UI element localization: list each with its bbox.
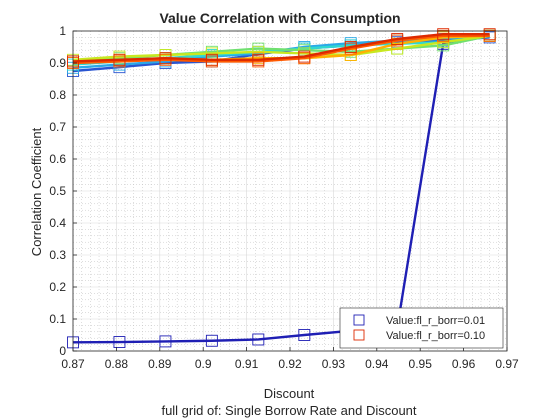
x-axis-ticks: 0.87 0.88 0.89 0.9 0.91 0.92 0.93 0.94 0.95 0.96 0…: [61, 347, 519, 371]
series-layer: [67, 28, 496, 349]
y-tick-label: 0.6: [49, 152, 66, 166]
y-tick-label: 0.7: [49, 120, 66, 134]
data-point-marker: [252, 333, 265, 346]
y-axis-label: Correlation Coefficient: [29, 127, 44, 256]
x-tick-label: 0.88: [105, 357, 129, 371]
y-tick-label: 0.8: [49, 88, 66, 102]
legend-label: Value:fl_r_borr=0.01: [386, 315, 485, 327]
data-point-marker: [205, 53, 218, 66]
data-point-marker: [298, 329, 311, 341]
y-tick-label: 0: [59, 344, 66, 358]
x-tick-label: 0.94: [365, 357, 389, 371]
chart-title: Value Correlation with Consumption: [159, 10, 400, 26]
legend-box: [339, 307, 504, 349]
legend-entry: Value:fl_r_borr=0.10: [353, 329, 485, 342]
chart-caption: full grid of: Single Borrow Rate and Dis…: [161, 403, 416, 418]
x-tick-label: 0.93: [322, 357, 346, 371]
series-line: [72, 34, 490, 65]
x-axis-label: Discount: [264, 386, 315, 401]
data-point-marker: [113, 53, 126, 66]
data-point-marker: [483, 28, 496, 41]
legend-marker: [353, 314, 365, 326]
y-tick-label: 0.4: [49, 216, 66, 230]
data-point-marker: [113, 336, 126, 348]
y-tick-label: 0.1: [49, 312, 66, 326]
x-tick-label: 0.95: [409, 357, 433, 371]
legend-marker: [353, 329, 365, 341]
data-point-marker: [298, 50, 311, 63]
x-tick-label: 0.9: [195, 357, 212, 371]
legend-label: Value:fl_r_borr=0.10: [386, 330, 485, 342]
x-tick-label: 0.91: [235, 357, 259, 371]
series-line: [72, 33, 490, 63]
data-point-marker: [252, 53, 265, 66]
x-tick-label: 0.87: [61, 357, 85, 371]
legend-entry: Value:fl_r_borr=0.01: [353, 314, 485, 327]
y-axis-ticks: 0 0.1 0.2 0.3 0.4 0.5 0.6 0.7 0.8 0.9 1: [49, 24, 77, 358]
data-point-marker: [159, 52, 172, 65]
x-tick-label: 0.92: [278, 357, 302, 371]
y-tick-label: 0.5: [49, 184, 66, 198]
data-point-marker: [391, 33, 404, 45]
data-point-marker: [159, 335, 172, 348]
data-point-marker: [205, 334, 218, 347]
data-point-marker: [344, 41, 357, 53]
y-tick-label: 1: [59, 24, 66, 38]
y-tick-label: 0.3: [49, 248, 66, 262]
series-line: [72, 34, 490, 61]
x-tick-label: 0.97: [495, 357, 519, 371]
x-tick-label: 0.96: [452, 357, 476, 371]
x-tick-label: 0.89: [148, 357, 172, 371]
series-9: [67, 28, 496, 68]
y-tick-label: 0.2: [49, 280, 66, 294]
data-point-marker: [437, 28, 450, 41]
series-line: [72, 34, 490, 344]
legend: Value:fl_r_borr=0.01 Value:fl_r_borr=0.10: [339, 307, 504, 349]
y-tick-label: 0.9: [49, 56, 66, 70]
legend-entries: Value:fl_r_borr=0.01 Value:fl_r_borr=0.10: [353, 314, 485, 342]
